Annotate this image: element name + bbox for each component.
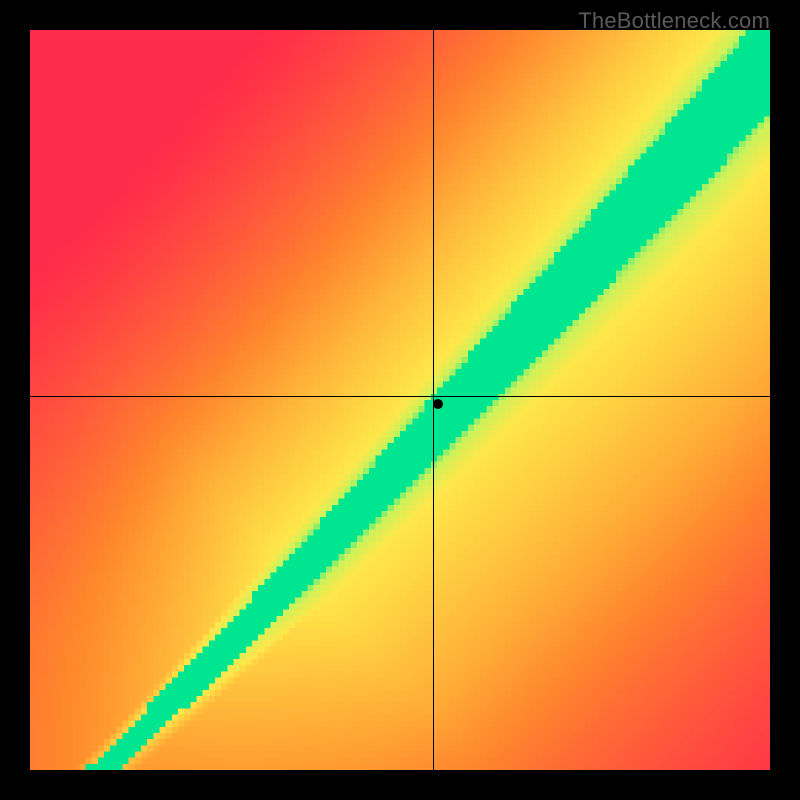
data-point-marker — [433, 399, 443, 409]
heatmap-plot — [30, 30, 770, 770]
heatmap-canvas — [30, 30, 770, 770]
watermark-text: TheBottleneck.com — [578, 8, 770, 34]
crosshair-horizontal — [30, 396, 770, 397]
